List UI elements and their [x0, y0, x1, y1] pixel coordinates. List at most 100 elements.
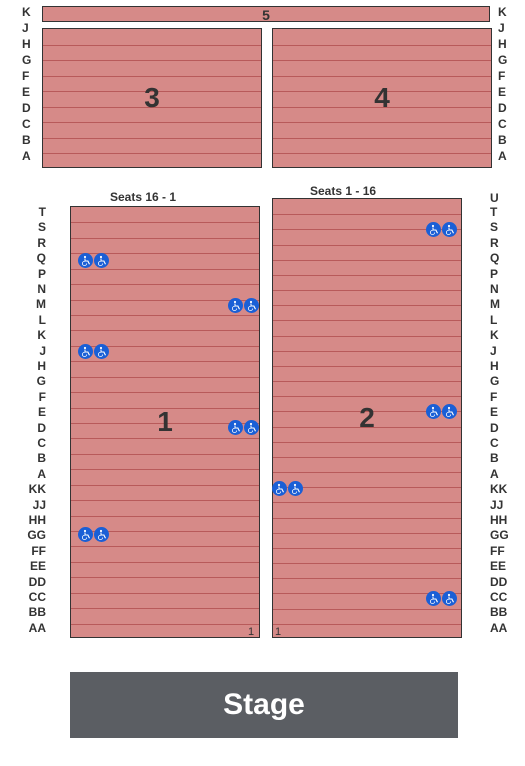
- seating-chart: 534KKJJHHGGFFEEDDCCBBAA12UTTSSRRQQPPNNMM…: [0, 0, 525, 766]
- row-label-right: T: [490, 206, 497, 218]
- row-label-left: H: [22, 38, 31, 50]
- row-line: [71, 392, 259, 393]
- row-line: [71, 377, 259, 378]
- row-line: [71, 562, 259, 563]
- wheelchair-icon: [288, 481, 303, 496]
- row-line: [43, 45, 261, 46]
- row-label-right: C: [490, 437, 499, 449]
- row-line: [273, 518, 461, 519]
- wheelchair-icon: [426, 591, 441, 606]
- row-line: [71, 577, 259, 578]
- row-line: [71, 361, 259, 362]
- row-label-left: B: [22, 452, 46, 464]
- row-label-left: FF: [22, 545, 46, 557]
- row-line: [273, 563, 461, 564]
- row-label-right: U: [490, 192, 499, 204]
- row-label-left: G: [22, 54, 31, 66]
- section-label: 3: [43, 82, 261, 114]
- row-line: [71, 269, 259, 270]
- wheelchair-icon: [426, 222, 441, 237]
- row-label-right: J: [498, 22, 505, 34]
- row-label-right: E: [490, 406, 498, 418]
- row-label-right: AA: [490, 622, 507, 634]
- row-label-right: B: [498, 134, 507, 146]
- row-label-right: C: [498, 118, 507, 130]
- row-label-right: JJ: [490, 499, 503, 511]
- row-label-right: G: [498, 54, 507, 66]
- row-label-right: K: [490, 329, 499, 341]
- row-line: [273, 275, 461, 276]
- row-label-right: EE: [490, 560, 506, 572]
- row-label-right: N: [490, 283, 499, 295]
- row-label-right: D: [498, 102, 507, 114]
- row-line: [71, 469, 259, 470]
- seat-hint: 1: [248, 626, 254, 638]
- row-line: [71, 238, 259, 239]
- row-label-right: FF: [490, 545, 505, 557]
- row-line: [71, 624, 259, 625]
- wheelchair-icon: [442, 222, 457, 237]
- row-label-left: L: [22, 314, 46, 326]
- row-label-left: J: [22, 22, 29, 34]
- row-label-left: JJ: [22, 499, 46, 511]
- row-label-left: D: [22, 422, 46, 434]
- row-label-right: D: [490, 422, 499, 434]
- row-label-right: BB: [490, 606, 507, 618]
- wheelchair-icon: [78, 527, 93, 542]
- row-label-right: CC: [490, 591, 507, 603]
- wheelchair-icon: [78, 344, 93, 359]
- row-line: [273, 305, 461, 306]
- row-label-right: F: [490, 391, 497, 403]
- row-label-left: A: [22, 468, 46, 480]
- row-label-right: Q: [490, 252, 499, 264]
- row-label-right: GG: [490, 529, 509, 541]
- section-4[interactable]: 4: [272, 28, 492, 168]
- row-label-right: P: [490, 268, 498, 280]
- row-label-left: F: [22, 391, 46, 403]
- row-line: [43, 153, 261, 154]
- row-line: [273, 245, 461, 246]
- wheelchair-icon: [442, 404, 457, 419]
- row-line: [273, 153, 491, 154]
- row-line: [71, 222, 259, 223]
- row-label-left: CC: [22, 591, 46, 603]
- row-line: [273, 624, 461, 625]
- row-label-left: T: [22, 206, 46, 218]
- row-label-left: C: [22, 437, 46, 449]
- row-label-right: L: [490, 314, 497, 326]
- row-line: [71, 516, 259, 517]
- row-line: [43, 60, 261, 61]
- row-line: [273, 320, 461, 321]
- row-line: [273, 609, 461, 610]
- row-label-right: S: [490, 221, 498, 233]
- row-line: [273, 214, 461, 215]
- row-label-left: Q: [22, 252, 46, 264]
- section-5[interactable]: 5: [42, 6, 490, 22]
- row-label-left: S: [22, 221, 46, 233]
- row-label-left: DD: [22, 576, 46, 588]
- row-label-left: M: [22, 298, 46, 310]
- row-label-left: F: [22, 70, 29, 82]
- row-label-left: E: [22, 406, 46, 418]
- row-line: [273, 366, 461, 367]
- row-label-left: BB: [22, 606, 46, 618]
- row-line: [273, 442, 461, 443]
- section-3[interactable]: 3: [42, 28, 262, 168]
- row-line: [273, 290, 461, 291]
- wheelchair-icon: [426, 404, 441, 419]
- row-label-right: DD: [490, 576, 507, 588]
- row-line: [273, 138, 491, 139]
- row-label-right: J: [490, 345, 497, 357]
- row-line: [273, 548, 461, 549]
- row-label-right: K: [498, 6, 507, 18]
- wheelchair-icon: [228, 298, 243, 313]
- row-line: [71, 593, 259, 594]
- row-label-left: H: [22, 360, 46, 372]
- row-line: [273, 45, 491, 46]
- row-line: [273, 457, 461, 458]
- wheelchair-icon: [228, 420, 243, 435]
- row-label-left: EE: [22, 560, 46, 572]
- row-label-left: E: [22, 86, 30, 98]
- row-line: [273, 472, 461, 473]
- row-line: [273, 502, 461, 503]
